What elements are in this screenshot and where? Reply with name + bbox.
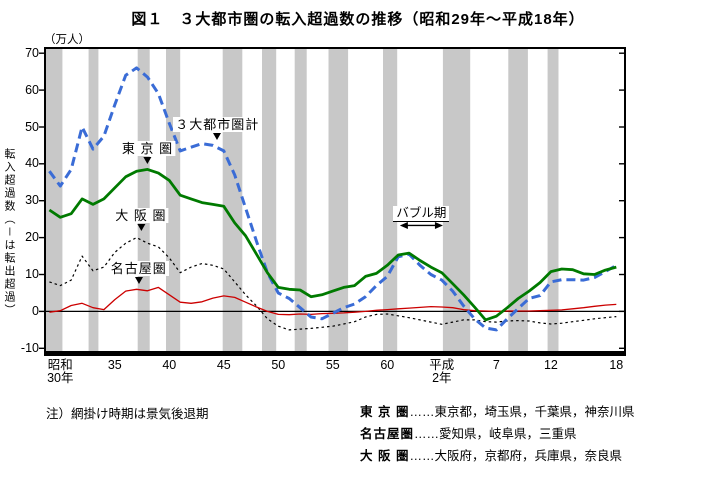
annotation-total: ３大都市圏計 [173,116,262,140]
y-axis-unit-label: （万人） [44,34,90,46]
y-tick-label: 0 [32,303,39,318]
series-line-total [48,66,618,332]
recession-band [508,49,528,351]
arrowhead-left [399,221,408,229]
y-axis-label: 転入超過数（－は転出超過） [3,148,15,317]
x-tick-label: 7 [492,358,500,372]
x-tick-label: 40 [162,358,177,372]
recession-band [166,49,181,351]
y-tick-label: 10 [25,267,39,281]
recession-band [294,49,307,351]
y-tick-label: 20 [25,230,39,245]
y-tick-label: 40 [25,156,39,171]
x-tick-label: 35 [107,358,122,372]
series-line-osaka [49,237,617,331]
series-line-nagoya [49,286,617,316]
recession-band [328,49,349,351]
legend-row: 大 阪 圏…… 大阪府，京都府，兵庫県，奈良県 [360,445,634,467]
legend-leader-dots: …… [409,449,435,463]
legend-region-name: 東 京 圏 [360,405,410,419]
plot-svg [39,47,626,356]
annotation-label: 大 阪 圏 [113,208,169,223]
legend-leader-dots: …… [409,405,435,419]
y-tick-label: 50 [25,119,39,134]
legend-row: 名古屋圏…… 愛知県，岐阜県，三重県 [360,423,634,445]
recession-band [262,49,277,351]
legend-region-name: 名古屋圏 [360,427,415,441]
x-tick-label: 昭和 30年 [47,358,74,385]
legend-prefecture-list: 東京都，埼玉県，千葉県，神奈川県 [434,405,635,419]
bubble-period-label: バブル期 [393,205,450,222]
down-triangle-icon [136,224,145,231]
legend-row: 東 京 圏…… 東京都，埼玉県，千葉県，神奈川県 [360,401,634,423]
annotation-osaka: 大 阪 圏 [113,208,169,231]
legend: 東 京 圏…… 東京都，埼玉県，千葉県，神奈川県 名古屋圏…… 愛知県，岐阜県，三重県… [360,401,634,467]
recession-band [222,49,243,351]
annotation-label: ３大都市圏計 [173,116,262,132]
down-triangle-icon [134,276,143,284]
recession-band [383,49,398,351]
recession-band [45,49,63,351]
recession-band [88,49,99,351]
legend-leader-dots: …… [414,427,440,441]
y-tick-label: 70 [25,45,39,60]
annotation-label: 名古屋圏 [108,260,169,276]
down-triangle-icon [143,156,152,164]
annotation-label: 東 京 圏 [119,140,176,156]
x-tick-label: 50 [271,358,286,372]
annotation-tokyo: 東 京 圏 [119,140,176,164]
series-line-tokyo [48,168,617,322]
recession-band [442,49,471,351]
x-tick-label: 60 [380,358,395,372]
chart-title: 図１ ３大都市圏の転入超過数の推移（昭和29年～平成18年） [131,11,585,28]
footnote: 注）網掛け時期は景気後退期 [46,407,209,421]
recession-band [137,49,150,351]
y-tick-label: 60 [25,82,39,97]
arrowhead-right [434,221,443,229]
recession-band [547,49,559,351]
down-triangle-icon [213,132,222,140]
x-tick-label: 12 [543,358,558,372]
legend-region-name: 大 阪 圏 [360,449,410,463]
annotation-nagoya: 名古屋圏 [108,260,169,284]
y-tick-label: -10 [20,340,39,355]
x-tick-label: 45 [216,358,231,372]
legend-prefecture-list: 大阪府，京都府，兵庫県，奈良県 [434,449,622,463]
y-tick-label: 30 [25,193,39,208]
x-tick-label: 平成 2年 [429,358,455,385]
x-tick-label: 18 [609,358,624,372]
x-tick-label: 55 [325,358,340,372]
legend-prefecture-list: 愛知県，岐阜県，三重県 [439,427,577,441]
